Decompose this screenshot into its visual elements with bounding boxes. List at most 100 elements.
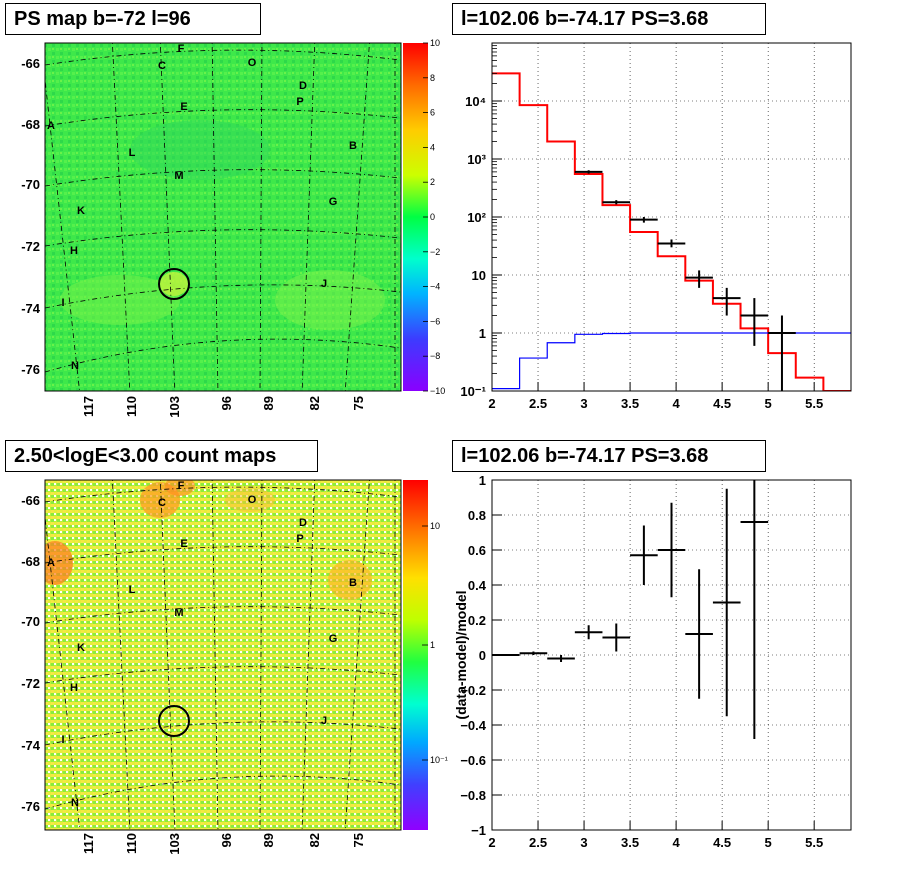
data-point (768, 315, 796, 391)
data-point (657, 239, 686, 248)
colorbar-tick-label: −8 (430, 351, 440, 361)
map-letter-A: A (47, 557, 55, 569)
x-tick-label: 5.5 (805, 835, 823, 850)
x-tick-label: 4.5 (713, 396, 731, 411)
map-letter-H: H (70, 682, 78, 694)
map-letter-N: N (71, 797, 79, 809)
map-y-tick: -66 (21, 493, 40, 508)
map-letter-D: D (299, 80, 307, 92)
map-letter-A: A (47, 120, 55, 132)
y-tick-label: 0.4 (468, 578, 487, 593)
residual-point (740, 480, 769, 739)
map-letter-D: D (299, 517, 307, 529)
colorbar-tick-label: 10 (430, 38, 440, 48)
map-letter-C: C (158, 497, 166, 509)
map-letter-P: P (296, 96, 303, 108)
colorbar-tick-label: 6 (430, 108, 435, 118)
map-letter-G: G (329, 633, 338, 645)
x-tick-label: 4 (672, 396, 680, 411)
residual-panel: 2 2.5 3 3.5 4 4.5 5 5.5 1 0.8 0.6 0.4 0.2 0 −0.2 −0.4 −0… (453, 473, 852, 850)
map-letter-O: O (248, 494, 257, 506)
map-letter-B: B (349, 140, 357, 152)
map-letter-K: K (77, 205, 85, 217)
map-letter-C: C (158, 60, 166, 72)
x-tick-label: 4.5 (713, 835, 731, 850)
map-x-tick: 75 (351, 396, 366, 410)
map-x-tick: 103 (167, 396, 182, 418)
y-tick-label: 10³ (467, 152, 486, 167)
y-tick-label: −1 (471, 823, 486, 838)
x-tick-label: 2.5 (529, 396, 547, 411)
y-tick-label: −0.4 (460, 718, 486, 733)
spectrum-title: l=102.06 b=-74.17 PS=3.68 (452, 3, 766, 35)
map-x-tick: 82 (307, 396, 322, 410)
data-point (602, 200, 631, 205)
map-letter-H: H (70, 245, 78, 257)
map-letter-E: E (180, 538, 187, 550)
map-x-tick: 117 (81, 396, 96, 417)
x-tick-label: 2.5 (529, 835, 547, 850)
y-tick-label: 10⁴ (465, 94, 486, 109)
map-letter-L: L (129, 584, 136, 596)
spectrum-ticks: 2 2.5 3 3.5 4 4.5 5 5.5 10⁻¹ 1 10 10² 10³ 10⁴ (460, 45, 823, 411)
colorbar-tick-label: 1 (430, 640, 435, 650)
data-point (574, 170, 603, 174)
x-tick-label: 3 (580, 396, 587, 411)
map-y-tick: -74 (21, 738, 41, 753)
count-map-hotspots (45, 480, 372, 600)
colorbar-tick-label: −6 (430, 316, 440, 326)
map-letter-I: I (61, 734, 64, 746)
ps-colorbar-ticks: 10 8 6 4 2 0 −2 −4 −6 −8 −10 (423, 38, 445, 396)
target-circle (158, 705, 190, 737)
map-y-tick: -70 (21, 614, 40, 629)
map-y-tick: -72 (21, 676, 40, 691)
x-tick-label: 2 (488, 396, 495, 411)
data-point (630, 217, 658, 223)
x-tick-label: 2 (488, 835, 495, 850)
y-tick-label: 1 (479, 326, 486, 341)
data-point (685, 270, 713, 288)
map-x-tick: 96 (219, 396, 234, 410)
map-x-tick: 89 (261, 396, 276, 410)
colorbar-tick-label: 8 (430, 73, 435, 83)
map-letter-I: I (61, 297, 64, 309)
map-y-tick: -66 (21, 56, 40, 71)
map-letter-O: O (248, 57, 257, 69)
residual-y-label: (data-model)/model (453, 590, 469, 719)
x-tick-label: 5 (765, 835, 772, 850)
colorbar-tick-label: 10 (430, 521, 440, 531)
colorbar-tick-label: −10 (430, 386, 445, 396)
residual-point (547, 655, 575, 662)
count-map-letters: FC O DP E A B L M K G H J I N (47, 480, 357, 809)
colorbar-tick-label: −4 (430, 282, 440, 292)
x-tick-label: 5 (765, 396, 772, 411)
map-x-tick: 110 (124, 396, 139, 417)
map-x-tick: 103 (167, 833, 182, 855)
map-letter-K: K (77, 642, 85, 654)
map-x-tick: 75 (351, 833, 366, 847)
map-letter-J: J (321, 715, 327, 727)
map-letter-P: P (296, 533, 303, 545)
spectrum-frame (491, 42, 852, 392)
y-tick-label: 10⁻¹ (460, 384, 486, 399)
residual-points (492, 480, 769, 739)
residual-point (685, 569, 713, 699)
residual-point (712, 488, 741, 717)
x-tick-label: 3.5 (621, 396, 639, 411)
count-map-title: 2.50<logE<3.00 count maps (5, 440, 318, 472)
map-letter-F: F (178, 43, 185, 55)
y-tick-label: 0.2 (468, 613, 486, 628)
colorbar-tick-label: 0 (430, 212, 435, 222)
spectrum-panel: 2 2.5 3 3.5 4 4.5 5 5.5 10⁻¹ 1 10 10² 10³ 10⁴ (460, 42, 852, 411)
y-tick-label: 0.8 (468, 508, 486, 523)
colorbar-tick-label: 4 (430, 142, 435, 152)
count-colorbar-ticks: 10 1 10⁻¹ (422, 521, 448, 765)
y-tick-label: 10 (472, 268, 486, 283)
ps-map-heatmap (45, 43, 401, 391)
map-x-tick: 110 (124, 833, 139, 854)
residual-title: l=102.06 b=-74.17 PS=3.68 (452, 440, 766, 472)
ps-map-patches (60, 120, 385, 330)
